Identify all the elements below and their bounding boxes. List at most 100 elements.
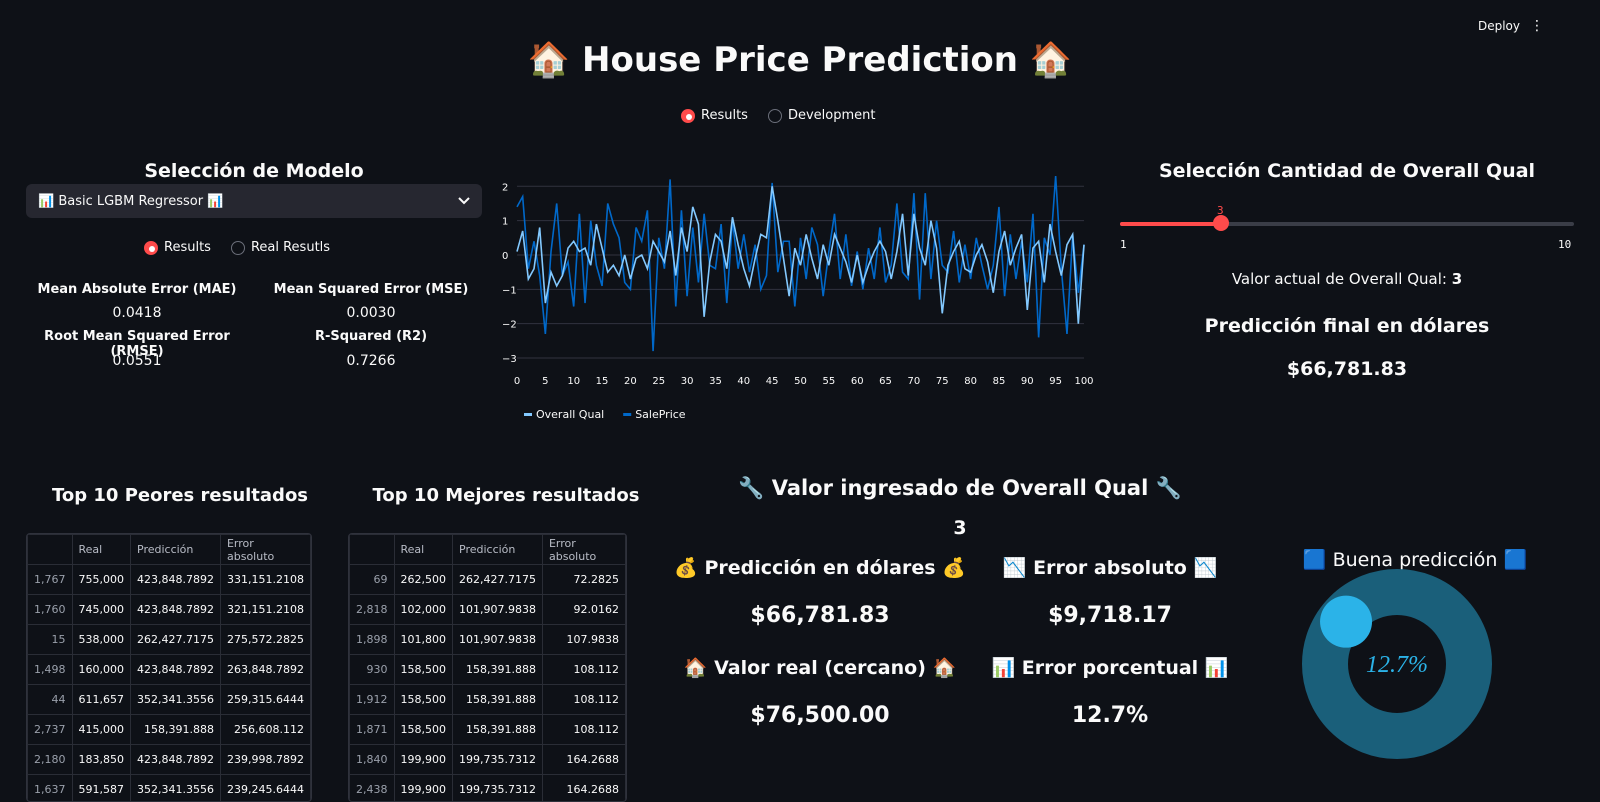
table-cell: 158,500 [394, 715, 453, 745]
table-cell: 199,735.7312 [453, 775, 543, 802]
table-cell: 164.2688 [542, 775, 625, 802]
table-cell: 199,735.7312 [453, 745, 543, 775]
table-cell: 239,998.7892 [220, 745, 310, 775]
table-cell: 745,000 [72, 595, 131, 625]
r2-value: 0.7266 [260, 353, 482, 369]
slider-min-label: 1 [1120, 238, 1127, 251]
real-value-label: 🏠 Valor real (cercano) 🏠 [660, 656, 980, 679]
table-cell: 108.112 [542, 655, 625, 685]
table-cell: 102,000 [394, 595, 453, 625]
input-section-value: 3 [660, 517, 1260, 539]
mode-radio-results[interactable]: Results [681, 108, 748, 123]
legend-label[interactable]: Overall Qual [536, 408, 604, 421]
table-cell: 158,391.888 [453, 685, 543, 715]
x-tick-label: 15 [596, 376, 609, 387]
column-header[interactable]: Error absoluto [542, 535, 625, 565]
input-section-title: 🔧 Valor ingresado de Overall Qual 🔧 [660, 476, 1260, 501]
table-cell: 101,907.9838 [453, 595, 543, 625]
radio-unselected-icon [231, 241, 245, 255]
mode-radio-group: Results Development [681, 108, 889, 123]
radio-unselected-icon [768, 109, 782, 123]
slider-fill [1120, 222, 1222, 226]
radio-selected-icon [681, 109, 695, 123]
row-index: 2,438 [350, 775, 395, 802]
table-cell: 321,151.2108 [220, 595, 310, 625]
table-cell: 92.0162 [542, 595, 625, 625]
worst-table-title: Top 10 Peores resultados [26, 485, 334, 506]
column-header[interactable]: Real [394, 535, 453, 565]
donut-accent [1320, 596, 1372, 648]
table-cell: 423,848.7892 [131, 565, 221, 595]
table-cell: 239,245.6444 [220, 775, 310, 802]
column-header[interactable]: Predicción [131, 535, 221, 565]
abs-error-value: $9,718.17 [960, 603, 1260, 628]
column-header[interactable]: Predicción [453, 535, 543, 565]
row-index: 1,637 [28, 775, 73, 802]
y-tick-label: 2 [502, 182, 508, 193]
main-menu-icon[interactable]: ⋮ [1530, 18, 1544, 34]
row-index: 1,767 [28, 565, 73, 595]
deploy-button[interactable]: Deploy [1478, 19, 1520, 33]
model-select[interactable]: 📊 Basic LGBM Regressor 📊 [26, 184, 482, 218]
x-tick-label: 70 [908, 376, 921, 387]
table-cell: 423,848.7892 [131, 595, 221, 625]
legend-swatch [623, 413, 631, 416]
row-index: 44 [28, 685, 73, 715]
table-cell: 262,427.7175 [453, 565, 543, 595]
column-header[interactable]: Error absoluto [220, 535, 310, 565]
row-index: 1,898 [350, 625, 395, 655]
legend-swatch [524, 413, 532, 416]
y-tick-label: 0 [502, 251, 508, 262]
current-qual-value: 3 [1452, 270, 1462, 288]
results-radio-group: Results Real Resutls [144, 240, 344, 255]
radio-label: Results [701, 108, 748, 123]
results-radio-results[interactable]: Results [144, 240, 211, 255]
row-index: 2,818 [350, 595, 395, 625]
x-tick-label: 85 [993, 376, 1006, 387]
slider-thumb[interactable] [1213, 215, 1229, 231]
legend-label[interactable]: SalePrice [635, 408, 686, 421]
mode-radio-development[interactable]: Development [768, 108, 876, 123]
table-cell: 107.9838 [542, 625, 625, 655]
mae-label: Mean Absolute Error (MAE) [26, 282, 248, 297]
table-cell: 262,427.7175 [131, 625, 221, 655]
table-cell: 423,848.7892 [131, 655, 221, 685]
row-index: 69 [350, 565, 395, 595]
column-header[interactable] [28, 535, 73, 565]
column-header[interactable] [350, 535, 395, 565]
x-tick-label: 75 [936, 376, 949, 387]
x-tick-label: 65 [879, 376, 892, 387]
donut-chart: 12.7% [1300, 568, 1520, 788]
results-radio-real[interactable]: Real Resutls [231, 240, 330, 255]
table-cell: 199,900 [394, 775, 453, 802]
x-tick-label: 35 [709, 376, 722, 387]
x-tick-label: 60 [851, 376, 864, 387]
x-tick-label: 95 [1049, 376, 1062, 387]
x-tick-label: 5 [542, 376, 548, 387]
column-header[interactable]: Real [72, 535, 131, 565]
table-cell: 72.2825 [542, 565, 625, 595]
table-cell: 158,500 [394, 685, 453, 715]
x-tick-label: 80 [964, 376, 977, 387]
